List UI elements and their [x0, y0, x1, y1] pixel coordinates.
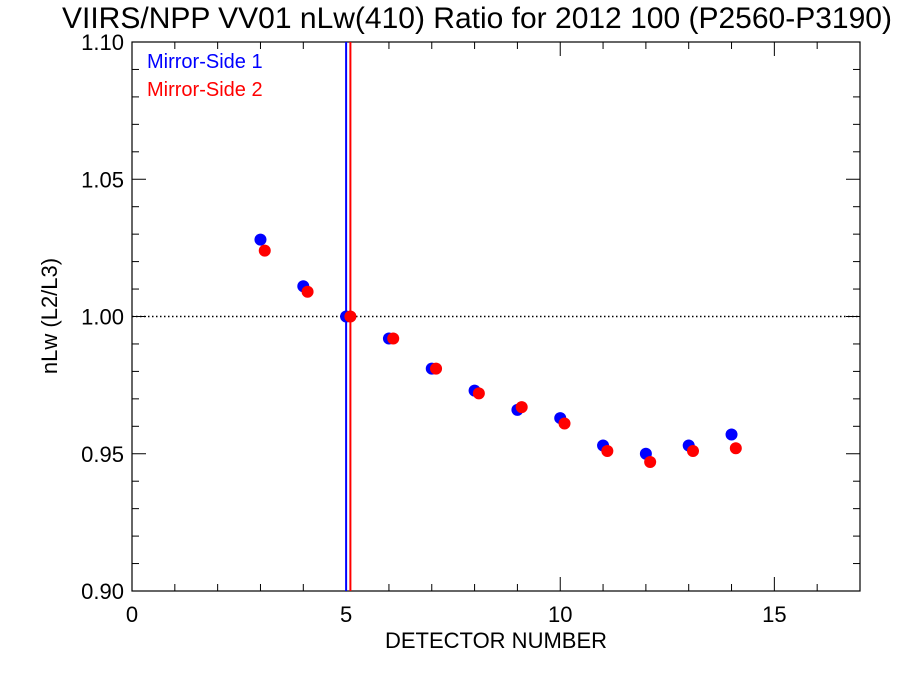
y-tick-label: 1.10: [81, 30, 124, 55]
data-point-series-1: [725, 428, 738, 441]
data-point-series-2: [644, 455, 657, 468]
x-tick-labels: 0 5 10 15: [126, 602, 787, 627]
data-point-series-2: [601, 445, 614, 458]
x-axis-label: DETECTOR NUMBER: [385, 628, 607, 653]
legend: Mirror-Side 1 Mirror-Side 2: [147, 51, 263, 101]
data-point-series-2: [301, 285, 314, 298]
data-point-series-2: [258, 244, 271, 257]
data-point-series-2: [387, 332, 400, 345]
x-tick-label: 10: [548, 602, 572, 627]
x-tick-label: 5: [340, 602, 352, 627]
data-point-series-2: [686, 445, 699, 458]
y-axis-label: nLw (L2/L3): [37, 258, 62, 374]
data-point-series-2: [558, 417, 571, 430]
data-point-series-2: [344, 310, 357, 323]
legend-mirror-side-1: Mirror-Side 1: [147, 51, 263, 73]
data-point-series-2: [472, 387, 485, 400]
chart-title: VIIRS/NPP VV01 nLw(410) Ratio for 2012 1…: [62, 2, 892, 35]
y-tick-label: 0.95: [81, 442, 124, 467]
y-tick-label: 1.00: [81, 305, 124, 330]
y-tick-label: 0.90: [81, 579, 124, 604]
legend-mirror-side-2: Mirror-Side 2: [147, 79, 263, 101]
data-point-series-2: [729, 442, 742, 455]
data-point-series-2: [515, 401, 528, 414]
data-point-series-2: [430, 362, 443, 375]
y-tick-labels: 0.90 0.95 1.00 1.05 1.10: [81, 30, 124, 604]
x-tick-label: 15: [762, 602, 786, 627]
data-point-series-1: [254, 233, 267, 246]
data-points: [254, 233, 742, 468]
x-tick-label: 0: [126, 602, 138, 627]
y-tick-label: 1.05: [81, 167, 124, 192]
